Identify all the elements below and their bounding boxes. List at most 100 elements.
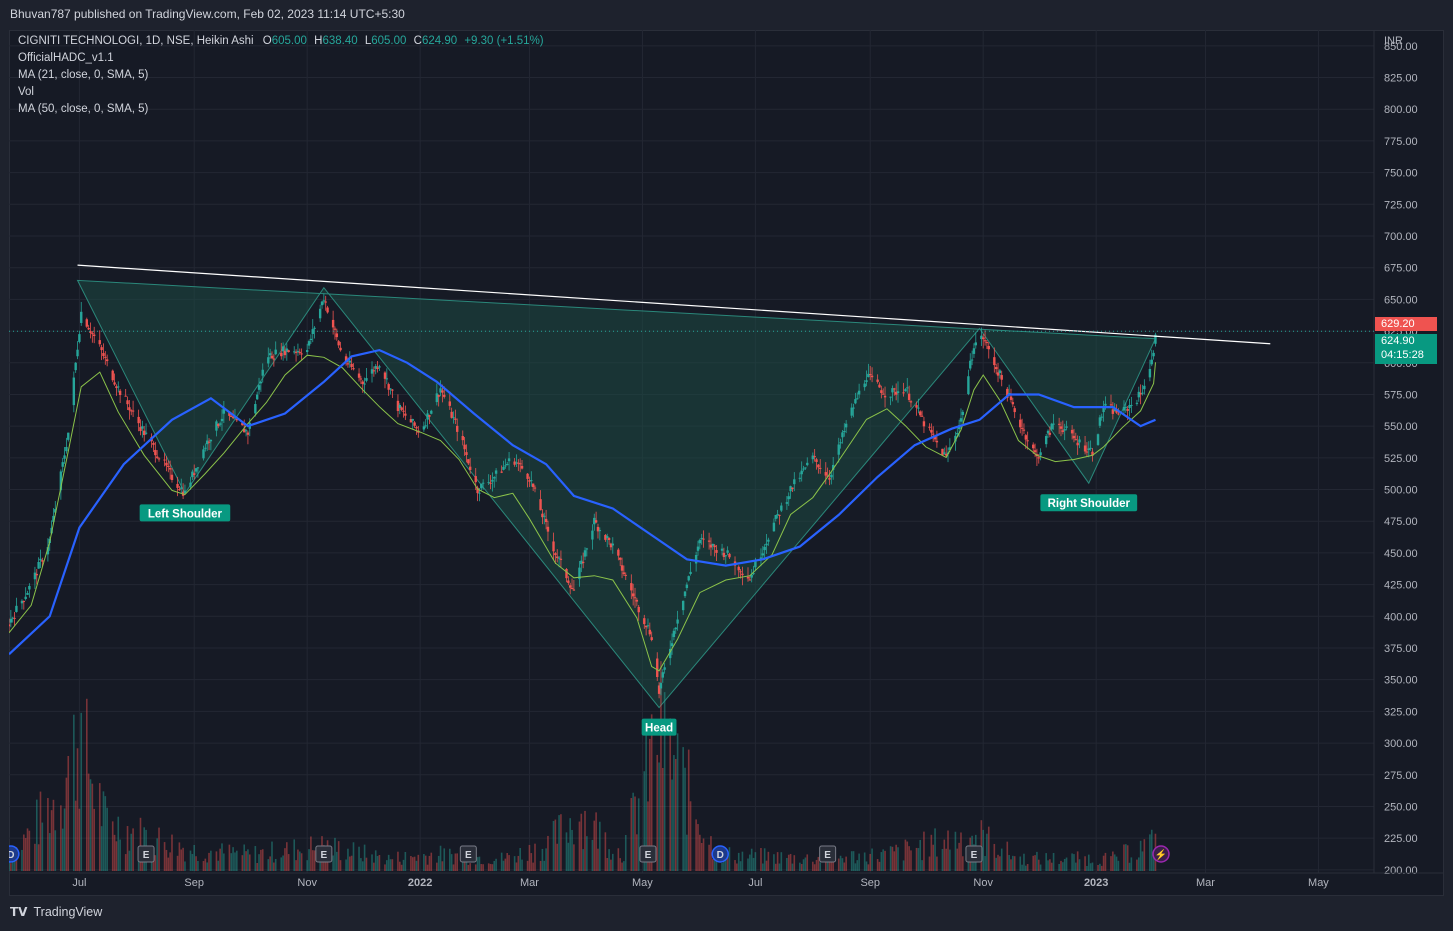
volume-bar (474, 864, 477, 871)
candle-body (113, 382, 116, 385)
volume-bar (206, 862, 208, 871)
candle-body (246, 432, 250, 435)
volume-bar (67, 755, 70, 871)
candle-body (272, 358, 276, 360)
volume-bar (760, 848, 762, 871)
volume-bar (637, 798, 640, 871)
volume-bar (906, 841, 909, 871)
volume-bar (619, 858, 621, 871)
legend-indicator-ma21[interactable]: MA (21, close, 0, SMA, 5) (18, 69, 149, 81)
tradingview-logo-icon[interactable]: 𝗧𝗩 (10, 905, 28, 919)
volume-bar (1026, 864, 1029, 871)
candle-body (530, 480, 533, 482)
candle-body (435, 393, 439, 403)
volume-bar (565, 832, 568, 871)
volume-bar (673, 755, 675, 871)
volume-bar (100, 826, 103, 871)
volume-bar (256, 862, 258, 871)
candle-body (28, 585, 31, 590)
candle-body (452, 417, 455, 419)
volume-bar (597, 848, 599, 871)
dividend-marker-icon (711, 845, 729, 863)
candle-body (104, 356, 107, 358)
candle-body (361, 381, 364, 384)
legend-indicator-ma50[interactable]: MA (50, close, 0, SMA, 5) (18, 103, 149, 115)
volume-bar (254, 846, 257, 871)
candle-body (917, 407, 920, 409)
candle-body (985, 342, 989, 344)
candle-body (383, 372, 387, 379)
candle-body (1052, 423, 1055, 425)
volume-bar (119, 839, 121, 871)
candle-body (404, 413, 407, 416)
y-tick-label: 450.00 (1384, 548, 1418, 560)
candle-body (215, 421, 218, 431)
volume-bar (787, 854, 790, 871)
candle-body (544, 518, 548, 523)
volume-bar (721, 862, 723, 871)
volume-bar (687, 749, 690, 871)
footer-brand[interactable]: TradingView (33, 905, 103, 919)
volume-bar (493, 860, 496, 871)
volume-bar (80, 712, 83, 871)
price-chart[interactable]: 850.00 825.00 800.00 775.00 750.00 725.00 700.… (9, 30, 1444, 896)
candle-body (867, 373, 870, 378)
volume-bar (424, 855, 427, 871)
volume-bar (295, 860, 297, 871)
volume-bar (621, 862, 623, 871)
candle-body (580, 560, 583, 565)
candle-body (92, 334, 96, 336)
candle-body (598, 530, 602, 532)
candle-body (948, 447, 952, 450)
earnings-marker-icon (459, 845, 477, 863)
candle-body (326, 307, 329, 313)
volume-bar (608, 849, 610, 871)
candle-body (798, 477, 802, 479)
candle-body (726, 550, 729, 553)
candle-body (235, 418, 239, 421)
volume-bar (332, 855, 334, 871)
y-tick-label: 575.00 (1384, 389, 1418, 401)
volume-bar (195, 856, 197, 871)
volume-bar (528, 844, 531, 871)
volume-bar (487, 863, 490, 871)
volume-bar (804, 857, 807, 871)
earnings-marker-icon (137, 845, 155, 863)
last-price-value: 624.90 (1381, 335, 1415, 347)
volume-bar (1032, 855, 1035, 871)
volume-bar (311, 850, 314, 871)
volume-bar (530, 853, 533, 871)
candle-body (1020, 427, 1024, 429)
volume-bar (1076, 851, 1079, 871)
volume-bar (636, 834, 638, 871)
volume-bar (649, 738, 651, 871)
volume-bar (558, 815, 560, 871)
volume-bar (776, 852, 779, 871)
volume-bar (774, 863, 777, 871)
volume-bar (506, 853, 509, 871)
candle-body (633, 597, 637, 599)
volume-bar (436, 862, 438, 871)
candle-body (504, 465, 507, 467)
volume-bar (400, 864, 403, 871)
volume-bar (1019, 856, 1022, 871)
candle-body (33, 572, 37, 580)
legend-indicator-hadc[interactable]: OfficialHADC_v1.1 (18, 52, 114, 64)
volume-bar (423, 854, 425, 871)
candle-body (741, 573, 744, 576)
event-marker-label: E (645, 850, 652, 861)
split-marker-glyph: ⚡ (1155, 848, 1167, 861)
y-tick-label: 775.00 (1384, 136, 1418, 148)
legend-indicator-vol[interactable]: Vol (18, 86, 34, 98)
candle-body (1115, 410, 1118, 413)
volume-bar (398, 861, 401, 871)
candle-body (526, 473, 529, 479)
volume-bar (415, 860, 418, 871)
volume-bar (167, 857, 170, 871)
volume-bar (724, 856, 727, 871)
volume-bar (189, 850, 192, 871)
volume-bar (334, 837, 336, 871)
volume-bar (426, 864, 429, 871)
volume-bar (645, 719, 647, 871)
volume-bar (604, 832, 607, 871)
